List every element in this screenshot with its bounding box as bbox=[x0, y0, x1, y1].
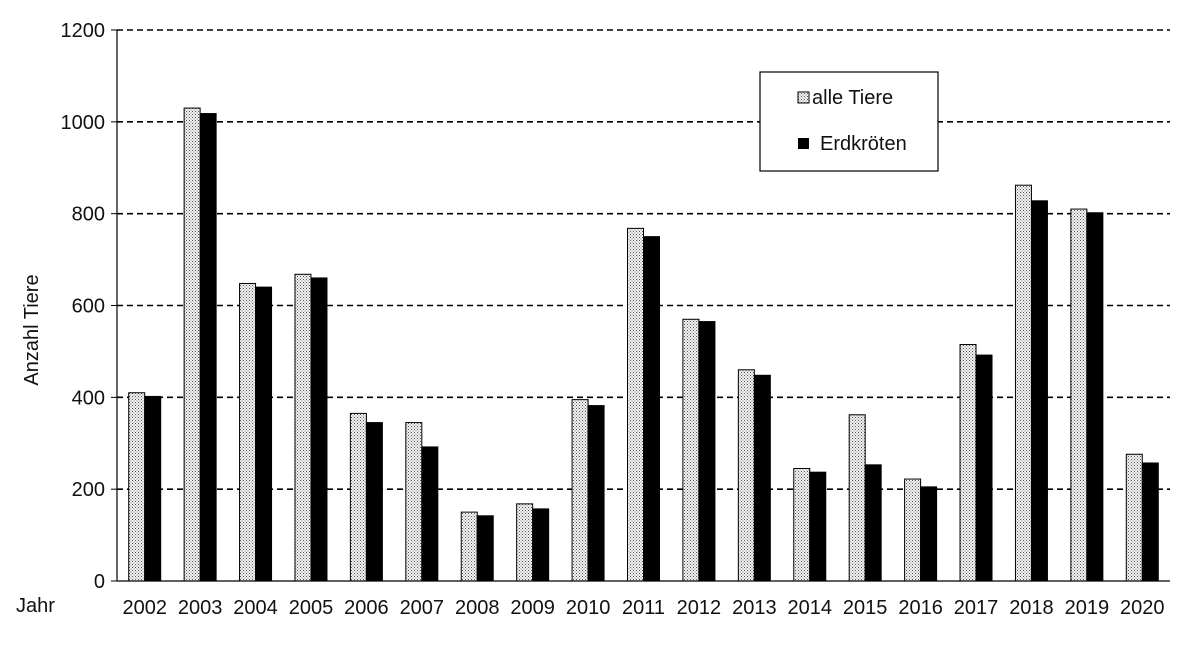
y-tick-label: 800 bbox=[72, 204, 105, 226]
bar-alle-tiere-2018 bbox=[1014, 184, 1032, 582]
bar-erdkroeten-2003 bbox=[199, 113, 217, 582]
bar-alle-tiere-2020 bbox=[1125, 453, 1143, 582]
bar-erdkroeten-2015 bbox=[864, 464, 882, 582]
bar-alle-tiere-2002 bbox=[128, 392, 146, 582]
x-tick-label: 2006 bbox=[344, 597, 389, 619]
x-tick-label: 2007 bbox=[400, 597, 445, 619]
legend-swatch-alle-tiere bbox=[797, 91, 810, 104]
bar-erdkroeten-2004 bbox=[255, 286, 273, 582]
x-tick-label: 2008 bbox=[455, 597, 500, 619]
x-axis-label: Jahr bbox=[16, 595, 55, 617]
bar-erdkroeten-2008 bbox=[476, 515, 494, 582]
bar-alle-tiere-2016 bbox=[904, 478, 922, 582]
x-tick-label: 2013 bbox=[732, 597, 777, 619]
bar-erdkroeten-2007 bbox=[421, 446, 439, 582]
bar-erdkroeten-2005 bbox=[310, 277, 328, 582]
x-tick-label: 2019 bbox=[1065, 597, 1110, 619]
bar-erdkroeten-2020 bbox=[1141, 462, 1159, 582]
gridlines bbox=[117, 29, 1170, 490]
bar-erdkroeten-2012 bbox=[698, 321, 716, 582]
y-tick-label: 0 bbox=[94, 571, 105, 593]
tick-labels: 0 200 400 600 800 1000 1200 2002 2003 2004 2005 200… bbox=[61, 20, 1165, 619]
bar-erdkroeten-2002 bbox=[144, 395, 162, 582]
x-tick-label: 2012 bbox=[677, 597, 722, 619]
y-tick-label: 400 bbox=[72, 387, 105, 409]
bar-alle-tiere-2010 bbox=[571, 399, 589, 582]
x-tick-label: 2005 bbox=[289, 597, 334, 619]
bar-alle-tiere-2005 bbox=[294, 273, 312, 582]
legend-label-erdkroeten: Erdkröten bbox=[820, 133, 907, 155]
bar-erdkroeten-2017 bbox=[975, 354, 993, 582]
bar-alle-tiere-2008 bbox=[460, 511, 478, 582]
x-tick-label: 2020 bbox=[1120, 597, 1165, 619]
x-tick-label: 2014 bbox=[788, 597, 833, 619]
bars bbox=[128, 107, 1159, 582]
bar-alle-tiere-2007 bbox=[405, 422, 423, 582]
bar-erdkroeten-2019 bbox=[1086, 212, 1104, 582]
y-tick-label: 600 bbox=[72, 296, 105, 318]
bar-alle-tiere-2019 bbox=[1070, 208, 1088, 582]
bar-erdkroeten-2010 bbox=[587, 405, 605, 582]
x-tick-label: 2015 bbox=[843, 597, 888, 619]
legend-label-alle-tiere: alle Tiere bbox=[812, 87, 893, 109]
bar-alle-tiere-2012 bbox=[682, 318, 700, 582]
x-tick-label: 2016 bbox=[898, 597, 943, 619]
bar-erdkroeten-2009 bbox=[532, 508, 550, 582]
legend-swatch-erdkroeten bbox=[798, 138, 809, 149]
bar-alle-tiere-2011 bbox=[627, 227, 644, 582]
bar-alle-tiere-2017 bbox=[959, 344, 977, 582]
bar-alle-tiere-2006 bbox=[349, 412, 367, 582]
x-tick-label: 2009 bbox=[510, 597, 555, 619]
x-tick-label: 2010 bbox=[566, 597, 611, 619]
bar-erdkroeten-2014 bbox=[809, 471, 827, 582]
bar-alle-tiere-2014 bbox=[793, 468, 811, 582]
x-tick-label: 2002 bbox=[122, 597, 167, 619]
bar-erdkroeten-2013 bbox=[753, 374, 771, 582]
y-tick-label: 1200 bbox=[61, 20, 106, 42]
bar-alle-tiere-2004 bbox=[239, 282, 257, 582]
bar-erdkroeten-2016 bbox=[920, 486, 938, 582]
x-tick-label: 2017 bbox=[954, 597, 999, 619]
bar-alle-tiere-2013 bbox=[737, 369, 755, 582]
x-tick-label: 2004 bbox=[233, 597, 278, 619]
bar-erdkroeten-2006 bbox=[365, 422, 383, 582]
y-tick-label: 200 bbox=[72, 479, 105, 501]
y-axis-label: Anzahl Tiere bbox=[21, 274, 43, 385]
bar-alle-tiere-2015 bbox=[848, 414, 866, 582]
legend: alle Tiere Erdkröten bbox=[759, 71, 939, 172]
bar-erdkroeten-2011 bbox=[643, 236, 660, 582]
x-tick-label: 2011 bbox=[622, 597, 665, 619]
bar-alle-tiere-2009 bbox=[516, 503, 534, 582]
y-tick-label: 1000 bbox=[61, 112, 106, 134]
x-tick-label: 2003 bbox=[178, 597, 223, 619]
legend-box bbox=[759, 71, 939, 172]
x-tick-label: 2018 bbox=[1009, 597, 1054, 619]
bar-alle-tiere-2003 bbox=[183, 107, 201, 582]
bar-erdkroeten-2018 bbox=[1030, 200, 1048, 582]
